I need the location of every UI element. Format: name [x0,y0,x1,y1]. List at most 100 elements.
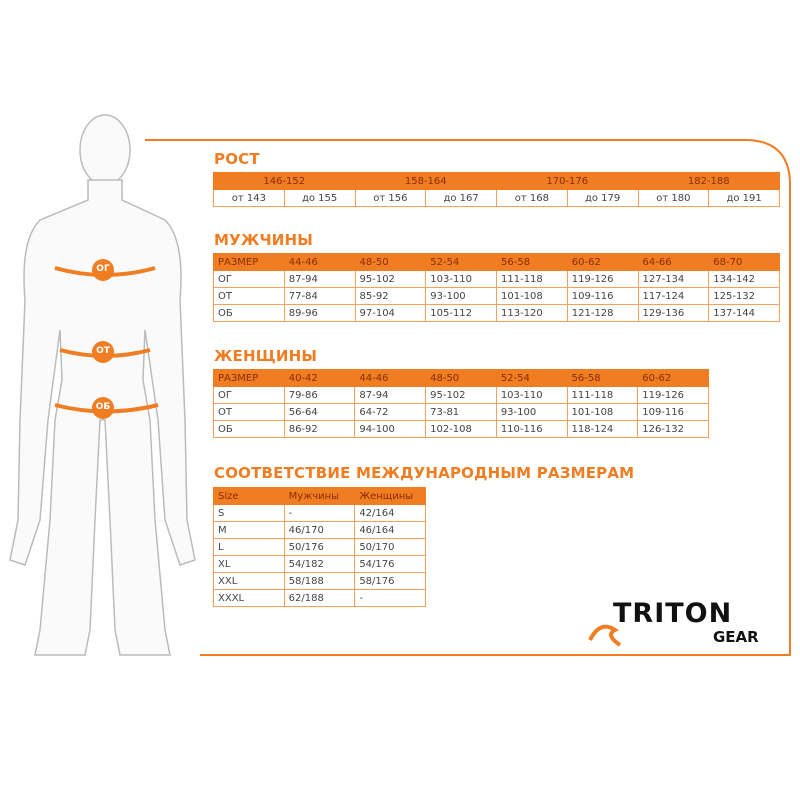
table-cell: ОТ [213,403,285,421]
table-cell: 86-92 [283,420,356,438]
height-group: 146-152 [213,172,356,190]
table-cell: 54/182 [283,555,356,573]
table-cell: 95-102 [425,386,497,404]
men-size-table: РАЗМЕР 44-46 48-50 52-54 56-58 60-62 64-66 68-7… [213,253,780,322]
column-header: 60-62 [566,253,639,271]
women-title: ЖЕНЩИНЫ [214,347,318,365]
column-header: 44-46 [354,369,427,387]
table-cell: 103-110 [425,270,497,288]
table-cell: 113-120 [496,304,568,322]
table-cell: 111-118 [566,386,639,404]
table-cell: ОБ [213,420,285,438]
table-row: S -42/164 [213,504,426,522]
table-cell: 103-110 [495,386,568,404]
logo-brand: TRITON [613,598,733,629]
height-range: до 155 [283,189,356,207]
table-cell: XXXL [213,589,285,607]
table-cell: 97-104 [354,304,427,322]
chest-label: ОГ [96,264,110,274]
table-cell: 87-94 [354,386,427,404]
table-cell: - [354,589,426,607]
table-cell: 101-108 [566,403,639,421]
measure-badges [92,259,114,419]
column-header: 52-54 [495,369,568,387]
column-header: 52-54 [425,253,497,271]
table-cell: 110-116 [495,420,568,438]
table-cell: 119-126 [637,386,709,404]
table-header-row: Size Мужчины Женщины [213,487,426,505]
table-row: XXXL 62/188- [213,589,426,607]
table-cell: L [213,538,285,556]
column-header: РАЗМЕР [213,369,285,387]
table-header-row: РАЗМЕР 44-46 48-50 52-54 56-58 60-62 64-66 68-7… [213,253,780,271]
table-cell: 127-134 [637,270,710,288]
height-range: от 168 [496,189,568,207]
table-cell: 85-92 [354,287,427,305]
hips-label: ОБ [95,402,111,412]
table-cell: XL [213,555,285,573]
table-cell: 58/188 [283,572,356,590]
column-header: Size [213,487,285,505]
table-cell: 42/164 [354,504,426,522]
column-header: 48-50 [354,253,427,271]
table-row: ОБ 86-92 94-100 102-108 110-116 118-124 126-13… [213,420,709,438]
height-range: от 180 [637,189,710,207]
column-header: 64-66 [637,253,710,271]
intl-title: СООТВЕТСТВИЕ МЕЖДУНАРОДНЫМ РАЗМЕРАМ [214,464,635,482]
triton-gear-logo: TRITON GEAR [585,598,785,658]
men-title: МУЖЧИНЫ [214,231,314,249]
table-cell: 73-81 [425,403,497,421]
body-outline-figure [9,114,196,656]
table-row: ОБ 89-96 97-104 105-112 113-120 121-128 129-13… [213,304,780,322]
table-header-row: РАЗМЕР 40-42 44-46 48-50 52-54 56-58 60-62 [213,369,709,387]
table-cell: 101-108 [496,287,568,305]
height-range: от 143 [213,189,285,207]
table-cell: 95-102 [354,270,427,288]
table-cell: 94-100 [354,420,427,438]
table-cell: S [213,504,285,522]
table-cell: 105-112 [425,304,497,322]
table-cell: 134-142 [708,270,780,288]
height-title: РОСТ [214,150,260,168]
table-cell: 54/176 [354,555,426,573]
women-size-table: РАЗМЕР 40-42 44-46 48-50 52-54 56-58 60-62 ОГ 79… [213,369,709,438]
table-cell: 62/188 [283,589,356,607]
table-cell: ОТ [213,287,285,305]
table-cell: 46/164 [354,521,426,539]
table-row: XXL 58/188 58/176 [213,572,426,590]
table-cell: 119-126 [566,270,639,288]
table-cell: 137-144 [708,304,780,322]
lizard-icon [588,624,622,647]
table-header-row: 146-152 158-164 170-176 182-188 [213,172,780,190]
table-cell: 129-136 [637,304,710,322]
column-header: РАЗМЕР [213,253,285,271]
column-header: 56-58 [566,369,639,387]
column-header: 48-50 [425,369,497,387]
height-group: 182-188 [637,172,780,190]
table-cell: 102-108 [425,420,497,438]
table-cell: 126-132 [637,420,709,438]
table-cell: 118-124 [566,420,639,438]
logo-sub: GEAR [713,628,759,646]
table-row: ОТ 56-64 64-72 73-81 93-100 101-108 109-116 [213,403,709,421]
table-row: ОТ 77-84 85-92 93-100 101-108 109-116 117-124 1… [213,287,780,305]
table-row: ОГ 79-86 87-94 95-102 103-110 111-118 119-126 [213,386,709,404]
table-cell: 50/170 [354,538,426,556]
table-cell: ОГ [213,386,285,404]
table-cell: 79-86 [283,386,356,404]
table-cell: ОГ [213,270,285,288]
table-row: L 50/176 50/170 [213,538,426,556]
table-cell: 109-116 [566,287,639,305]
height-group: 170-176 [496,172,639,190]
column-header: 56-58 [496,253,568,271]
column-header: 44-46 [283,253,356,271]
column-header: Мужчины [283,487,356,505]
table-cell: XXL [213,572,285,590]
orange-frame [145,139,791,656]
table-cell: 109-116 [637,403,709,421]
table-row: XL 54/182 54/176 [213,555,426,573]
table-cell: 77-84 [283,287,356,305]
table-cell: M [213,521,285,539]
table-cell: 125-132 [708,287,780,305]
